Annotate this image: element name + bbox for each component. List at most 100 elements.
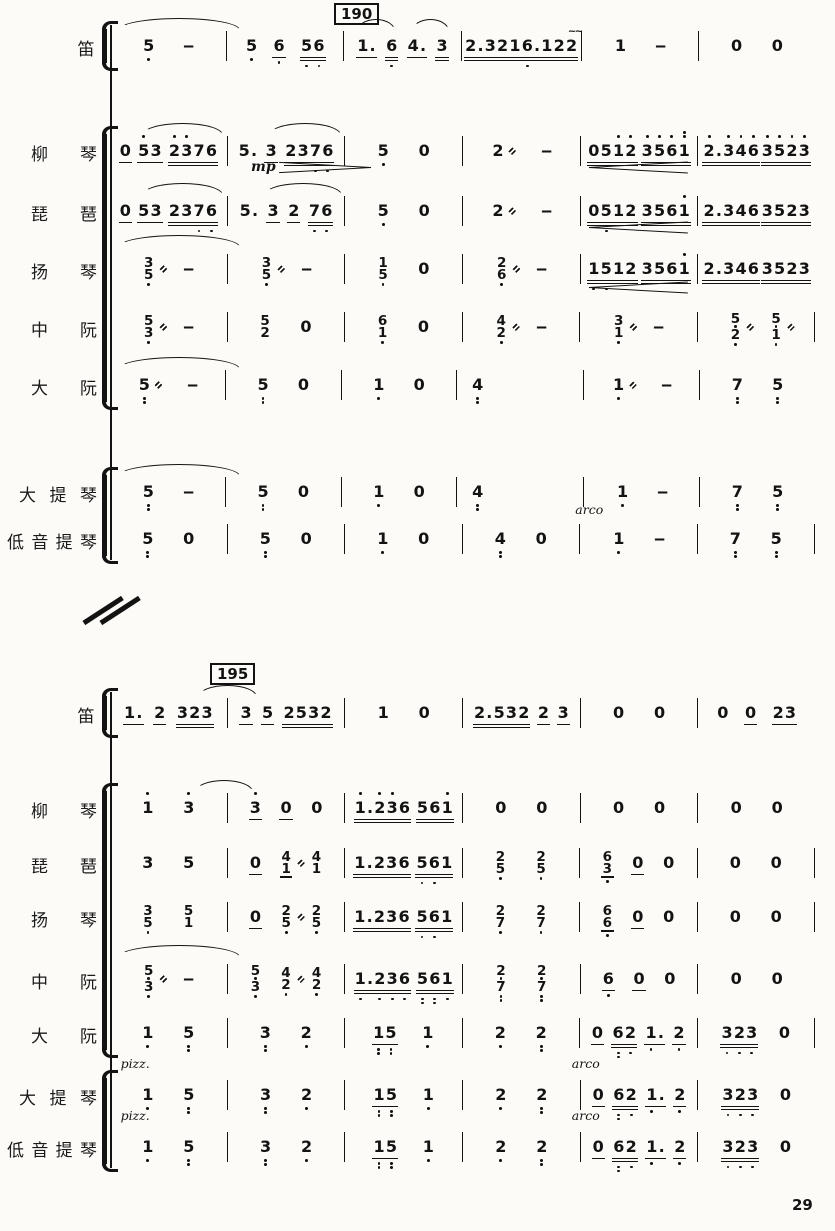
- rhythm-underline: [353, 873, 411, 875]
- note-token: 2: [536, 703, 551, 725]
- digit-glyph: 3: [557, 703, 569, 722]
- octave-dot: [185, 135, 189, 138]
- element: [279, 161, 371, 169]
- octave-dot: [617, 135, 620, 138]
- digit-glyph: 0: [612, 798, 625, 817]
- label-char: 大: [19, 1089, 36, 1108]
- digit-glyph: 0: [591, 1023, 604, 1042]
- digit-glyph: 3: [176, 703, 188, 722]
- digit-glyph: 5: [259, 529, 271, 558]
- digit-glyph: 1: [142, 792, 154, 818]
- octave-dot: [677, 1048, 681, 1052]
- digit-glyph: 0: [495, 798, 507, 817]
- rhythm-underline: [640, 279, 691, 281]
- digit-glyph: 6: [612, 1023, 624, 1059]
- digit-glyph: 7: [193, 141, 205, 160]
- measure: 5–: [110, 31, 226, 61]
- rhythm-underline: [415, 927, 454, 929]
- digit-glyph: 2: [553, 36, 565, 55]
- digit-glyph: 2: [283, 703, 295, 722]
- octave-dot: [498, 555, 502, 558]
- digit-glyph: 0: [300, 317, 312, 336]
- rhythm-underline: [415, 818, 454, 820]
- digit-glyph: 0: [300, 529, 312, 548]
- label-char: 大: [31, 1027, 48, 1046]
- note-token: –: [656, 482, 668, 502]
- measure: 5–: [110, 477, 225, 511]
- octave-dot: [629, 1165, 633, 1169]
- rhythm-underline: [167, 224, 219, 226]
- chord-top: 2: [311, 902, 322, 919]
- staff-row-bass: 1 5 3 2 1 5 1 2 2 0 6 2 1. 2 3 2 3 0 pizz. arco: [110, 1108, 815, 1173]
- chord-bottom: 5: [261, 267, 272, 283]
- rhythm-underline: [435, 56, 449, 58]
- rhythm-underline: [556, 723, 570, 725]
- note-token: 5.: [238, 141, 258, 161]
- note-token: 5: [772, 375, 784, 404]
- tremolo-icon: [159, 975, 168, 983]
- digit-glyph: 6: [205, 141, 217, 160]
- digit-glyph: 7: [309, 141, 321, 173]
- rhythm-underline: [771, 723, 798, 725]
- octave-dot: [254, 977, 257, 980]
- digit-glyph: 0: [413, 375, 425, 394]
- label-char: 笛: [77, 40, 95, 59]
- digit-glyph: 1: [142, 1023, 154, 1048]
- dash-glyph: –: [182, 482, 195, 501]
- rhythm-underline: [435, 59, 449, 61]
- rhythm-underline: [673, 1105, 687, 1107]
- octave-dot: [390, 1114, 393, 1118]
- digit-glyph: 2: [537, 703, 550, 722]
- digit-glyph: 5: [295, 703, 307, 722]
- note-token: 2: [152, 703, 167, 725]
- digit-glyph: 3: [259, 1085, 271, 1114]
- octave-dot: [315, 930, 318, 934]
- rhythm-underline: [760, 282, 811, 284]
- digit-glyph: 3: [641, 135, 653, 161]
- digit-glyph: 7: [729, 529, 741, 558]
- digit-glyph: 0: [663, 907, 675, 926]
- chord-top: 5: [250, 962, 261, 980]
- note-token: 0: [535, 529, 547, 549]
- digit-glyph: 2: [703, 259, 715, 278]
- digit-glyph: 1: [678, 131, 690, 161]
- octave-dot: [735, 508, 739, 511]
- digit-glyph: 0: [771, 36, 783, 55]
- octave-dot: [604, 229, 608, 233]
- digit-glyph: 3: [386, 853, 398, 872]
- tremolo-icon: [154, 381, 163, 389]
- note-token: 1: [142, 1023, 154, 1048]
- octave-dot: [499, 1159, 503, 1162]
- digit-glyph: 5: [385, 1085, 397, 1118]
- octave-dot: [304, 1045, 308, 1048]
- note-token: 0: [778, 1023, 790, 1043]
- octave-dot: [381, 340, 385, 344]
- note-token: 0: [413, 375, 425, 395]
- digit-glyph: 2: [536, 1085, 548, 1114]
- label-char: 柳: [31, 802, 48, 821]
- digit-glyph: .: [486, 703, 493, 722]
- note-token: 3: [259, 1023, 271, 1052]
- label-char: 琴: [80, 911, 97, 930]
- octave-dot: [733, 555, 737, 558]
- octave-dot: [187, 1107, 191, 1110]
- note-token: –: [301, 259, 313, 279]
- rhythm-underline: [673, 1157, 687, 1159]
- octave-dot: [377, 504, 381, 507]
- octave-dot: [707, 135, 711, 138]
- digit-glyph: 2: [734, 1085, 746, 1117]
- octave-dot: [265, 282, 268, 286]
